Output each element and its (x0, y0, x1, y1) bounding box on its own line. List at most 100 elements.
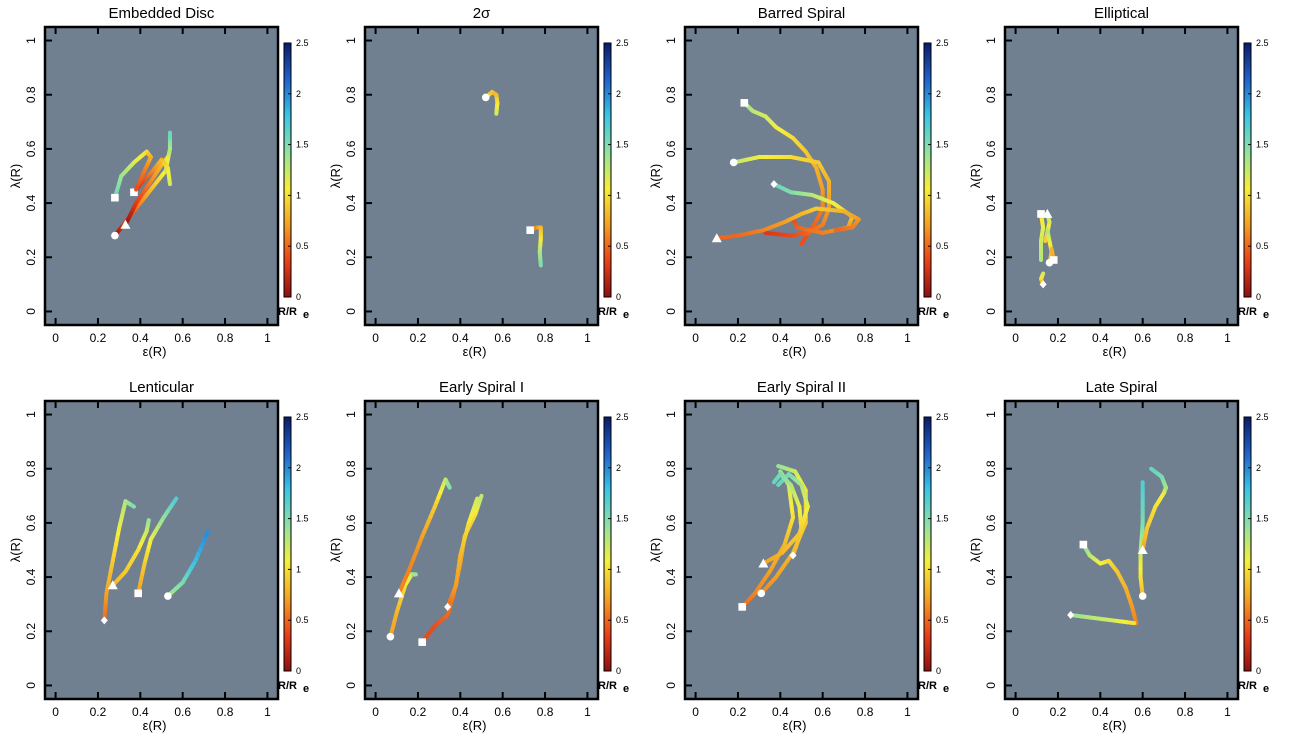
y-tick-label: 0 (344, 682, 358, 689)
track-segment (134, 184, 140, 192)
track-segment (478, 493, 484, 501)
colorbar-tick-label: 0 (936, 292, 941, 302)
plot-frame (683, 25, 920, 327)
x-tick-label: 1 (264, 331, 271, 345)
marker-diamond (1067, 611, 1075, 620)
panel-title: Early Spiral I (439, 379, 524, 396)
x-tick-label: 0.4 (452, 331, 469, 345)
y-tick-label: 0.8 (984, 460, 998, 477)
colorbar-tick-label: 2.5 (296, 38, 309, 48)
colorbar-tick-label: 0.5 (616, 241, 629, 251)
marker-triangle (1042, 208, 1053, 218)
x-tick-label: 0.8 (537, 331, 554, 345)
x-tick-label: 0.4 (132, 331, 149, 345)
panel-title: Lenticular (129, 379, 194, 396)
y-tick-label: 0.2 (664, 623, 678, 640)
y-tick-label: 0.6 (664, 140, 678, 157)
x-tick-label: 0 (52, 705, 59, 719)
marker-triangle (120, 219, 131, 229)
plot-frame (683, 399, 920, 701)
colorbar-tick-label: 2.5 (296, 412, 309, 422)
colorbar-tick-label: 1.5 (936, 514, 949, 524)
plot-area (365, 27, 598, 325)
y-tick-label: 1 (664, 411, 678, 418)
colorbar-tick-label: 1 (1256, 190, 1261, 200)
y-tick-label: 0 (344, 308, 358, 315)
track-segment (799, 238, 806, 246)
colorbar-label: R/R (1238, 680, 1257, 692)
colorbar-tick-label: 2.5 (616, 38, 629, 48)
colorbar-tick-label: 0.5 (296, 615, 309, 625)
x-axis-label: ε(R) (1103, 718, 1127, 733)
x-tick-label: 1 (264, 705, 271, 719)
marker-square (130, 188, 138, 197)
colorbar-label: R/R (918, 680, 937, 692)
plot-frame (43, 399, 280, 701)
panel-title: 2σ (473, 5, 491, 22)
x-axis-label: ε(R) (783, 344, 807, 359)
x-tick-label: 0.6 (494, 705, 511, 719)
x-tick-label: 0.8 (1177, 705, 1194, 719)
marker-diamond (770, 180, 778, 189)
y-axis-label: λ(R) (968, 538, 983, 563)
colorbar-tick-label: 2 (296, 463, 301, 473)
y-tick-label: 0.8 (344, 460, 358, 477)
y-axis-label: λ(R) (968, 164, 983, 189)
colorbar (283, 42, 292, 298)
colorbar-tick-label: 1 (936, 564, 941, 574)
y-tick-label: 0 (984, 682, 998, 689)
x-tick-label: 1 (584, 705, 591, 719)
colorbar-tick-label: 1.5 (936, 140, 949, 150)
colorbar-label: R/R (598, 680, 617, 692)
x-tick-label: 0 (692, 331, 699, 345)
y-tick-label: 1 (984, 37, 998, 44)
x-tick-label: 0.6 (174, 331, 191, 345)
colorbar-tick-label: 1 (936, 190, 941, 200)
colorbar-tick-label: 2 (616, 89, 621, 99)
x-tick-label: 0.6 (1134, 705, 1151, 719)
panel-early-spiral-ii: Early Spiral II 0 0.2 0.4 0.6 0.8 1 0 0.2 0.4 0.6 0… (648, 379, 949, 733)
y-tick-label: 1 (344, 37, 358, 44)
x-axis-label: ε(R) (463, 718, 487, 733)
x-axis-label: ε(R) (463, 344, 487, 359)
plot-area (1005, 401, 1238, 699)
y-tick-label: 0.6 (344, 514, 358, 531)
colorbar-label: R/R (918, 306, 937, 318)
y-tick-label: 0.6 (664, 514, 678, 531)
y-tick-label: 0.4 (344, 568, 358, 585)
x-tick-label: 0 (1012, 331, 1019, 345)
marker-triangle (393, 588, 404, 598)
colorbar-tick-label: 1 (296, 564, 301, 574)
x-tick-label: 0.8 (217, 331, 234, 345)
plot-frame (363, 399, 600, 701)
plot-frame (363, 25, 600, 327)
y-tick-label: 0.2 (984, 249, 998, 266)
marker-triangle (711, 233, 722, 243)
colorbar-tick-label: 0 (1256, 292, 1261, 302)
y-tick-label: 0.2 (344, 623, 358, 640)
x-tick-label: 0.4 (452, 705, 469, 719)
colorbar-tick-label: 0 (936, 666, 941, 676)
y-tick-label: 0.6 (984, 514, 998, 531)
track-segment (776, 464, 784, 469)
y-tick-label: 1 (24, 411, 38, 418)
y-tick-label: 0.4 (344, 194, 358, 211)
x-tick-label: 0.8 (217, 705, 234, 719)
x-tick-label: 0.4 (1092, 331, 1109, 345)
marker-square (526, 226, 535, 234)
y-tick-label: 0.2 (984, 623, 998, 640)
track-segment (1149, 466, 1155, 473)
marker-square (1079, 540, 1088, 549)
colorbar-tick-label: 2.5 (936, 38, 949, 48)
colorbar (1243, 416, 1252, 672)
colorbar-tick-label: 2 (1256, 463, 1261, 473)
marker-diamond (789, 551, 797, 560)
x-tick-label: 0.2 (1050, 331, 1067, 345)
x-tick-label: 0 (372, 331, 379, 345)
plot-area (685, 401, 918, 699)
y-axis-label: λ(R) (648, 538, 663, 563)
colorbar-label-subscript: e (943, 683, 949, 695)
x-tick-label: 1 (904, 705, 911, 719)
colorbar-label-subscript: e (303, 309, 309, 321)
marker-circle (729, 158, 738, 167)
